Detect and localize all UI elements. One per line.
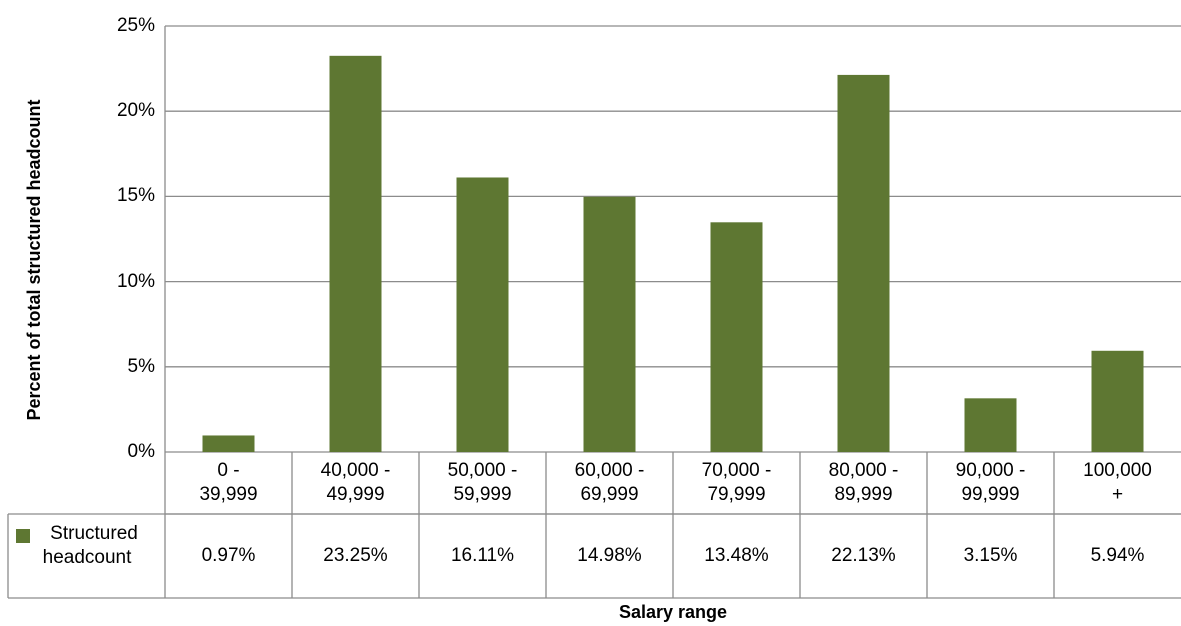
x-tick-label: 90,000 - 99,999: [955, 460, 1026, 505]
data-label: 0.97%: [201, 545, 256, 566]
bar: [329, 55, 382, 452]
data-label: 16.11%: [450, 545, 515, 566]
x-tick-label: 100,000 +: [1083, 460, 1152, 505]
bar: [710, 222, 763, 452]
bar: [1091, 350, 1144, 452]
x-tick-label: 60,000 - 69,999: [574, 460, 645, 505]
y-tick-label: 5%: [127, 355, 155, 377]
data-label: 22.13%: [831, 545, 896, 566]
x-tick-label: 70,000 - 79,999: [701, 460, 772, 505]
x-tick-label: 80,000 - 89,999: [828, 460, 899, 505]
data-label: 14.98%: [577, 545, 642, 566]
legend-key: [16, 529, 30, 543]
bar: [837, 74, 890, 453]
data-label: 5.94%: [1090, 545, 1145, 566]
legend-label: Structured headcount: [42, 523, 138, 568]
bar: [202, 435, 255, 452]
y-tick-label: 25%: [116, 15, 155, 36]
data-label: 13.48%: [704, 545, 769, 566]
x-tick-label: 40,000 - 49,999: [320, 460, 391, 505]
y-tick-label: 20%: [116, 100, 155, 122]
y-axis-title: Percent of total structured headcount: [24, 99, 44, 421]
bar: [583, 196, 636, 452]
data-label: 3.15%: [963, 545, 1018, 566]
y-tick-label: 0%: [127, 441, 155, 462]
x-tick-label: 0 - 39,999: [199, 460, 258, 505]
bar: [964, 398, 1017, 452]
x-tick-label: 50,000 - 59,999: [447, 460, 518, 505]
y-tick-label: 15%: [116, 185, 155, 207]
data-label: 23.25%: [323, 545, 388, 566]
y-tick-label: 10%: [116, 270, 155, 292]
x-axis-title: Salary range: [618, 602, 728, 622]
bar: [456, 177, 509, 452]
